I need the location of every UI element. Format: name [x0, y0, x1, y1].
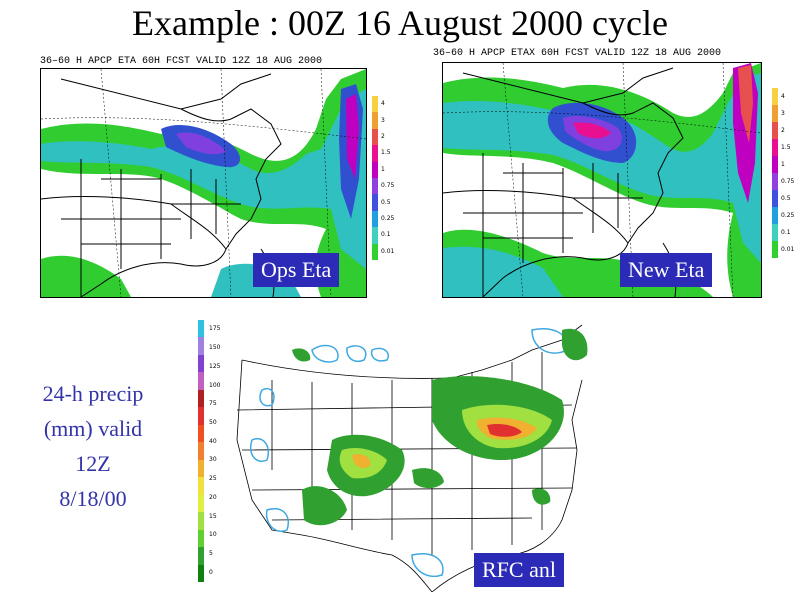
colorbar-tick-label: 1.5 [781, 143, 791, 151]
colorbar-tick-label: 0.01 [781, 245, 795, 253]
precip-caption: 24-h precip (mm) valid 12Z 8/18/00 [18, 376, 168, 516]
colorbar-tick-label: 0.25 [381, 215, 395, 222]
colorbar-swatch [372, 194, 378, 211]
rfc-anl-map [232, 320, 594, 592]
colorbar-tick-label: 0.1 [381, 231, 391, 239]
colorbar-swatch [372, 243, 378, 260]
colorbar-tick-label: 0.25 [781, 211, 795, 219]
colorbar-swatch [198, 320, 204, 338]
colorbar-swatch [198, 337, 204, 355]
colorbar-swatch [372, 145, 378, 162]
colorbar-tick-label: 3 [781, 109, 785, 117]
colorbar-tick-label: 175 [209, 325, 221, 333]
colorbar-swatch [772, 122, 778, 139]
colorbar-tick-label: 5 [209, 549, 213, 557]
colorbar-tick-label: 25 [209, 475, 217, 483]
rfc-precip-field [236, 324, 588, 592]
colorbar-swatch [198, 407, 204, 425]
colorbar-tick-label: 150 [209, 344, 221, 352]
colorbar-swatch [198, 372, 204, 390]
colorbar-swatch [772, 139, 778, 156]
colorbar-tick-label: 100 [209, 381, 221, 389]
colorbar-tick-label: 0.1 [781, 228, 791, 236]
colorbar-tick-label: 1 [781, 160, 785, 168]
colorbar-swatch [772, 88, 778, 105]
rfc-colorbar: 175 150 125 100 75 50 40 30 25 20 15 10 5 0 [198, 320, 234, 582]
colorbar-swatch [198, 442, 204, 460]
colorbar-tick-label: 1.5 [381, 149, 391, 157]
colorbar-tick-label: 75 [209, 400, 217, 408]
colorbar-swatch [198, 512, 204, 530]
colorbar-swatch [198, 529, 204, 548]
new-eta-map [442, 62, 762, 298]
new-eta-colorbar: 4 3 2 1.5 1 0.75 0.5 0.25 0.1 0.01 [772, 88, 800, 258]
colorbar-tick-label: 0 [209, 568, 213, 576]
colorbar-swatch [198, 354, 204, 373]
rfc-anl-label: RFC anl [474, 553, 564, 587]
colorbar-tick-label: 20 [209, 493, 217, 501]
ops-eta-header: 36–60 H APCP ETA 60H FCST VALID 12Z 18 A… [40, 56, 323, 67]
colorbar-tick-label: 40 [209, 437, 217, 445]
colorbar-swatch [372, 112, 378, 129]
caption-line-3: 12Z [75, 451, 111, 476]
colorbar-tick-label: 0.5 [381, 198, 391, 206]
colorbar-tick-label: 3 [381, 116, 385, 124]
colorbar-swatch [372, 161, 378, 178]
colorbar-tick-label: 4 [781, 92, 785, 100]
new-eta-label: New Eta [620, 253, 713, 287]
colorbar-tick-label: 125 [209, 362, 221, 370]
ops-eta-label: Ops Eta [253, 253, 340, 287]
ops-eta-colorbar: 4 3 2 1.5 1 0.75 0.5 0.25 0.1 0.01 [372, 96, 408, 260]
colorbar-tick-label: 50 [209, 418, 217, 426]
colorbar-swatch [372, 227, 378, 244]
colorbar-tick-label: 30 [209, 456, 217, 464]
colorbar-swatch [198, 459, 204, 478]
colorbar-tick-label: 0.01 [381, 247, 395, 255]
colorbar-swatch [198, 547, 204, 565]
colorbar-tick-label: 4 [381, 100, 385, 108]
colorbar-tick-label: 2 [381, 133, 385, 140]
caption-line-1: 24-h precip [42, 381, 144, 406]
colorbar-swatch [772, 207, 778, 224]
colorbar-tick-label: 2 [781, 126, 785, 134]
colorbar-swatch [772, 105, 778, 122]
colorbar-swatch [372, 128, 378, 146]
colorbar-swatch [372, 178, 378, 195]
colorbar-swatch [372, 96, 378, 113]
colorbar-tick-label: 0.5 [781, 194, 791, 202]
colorbar-swatch [198, 389, 204, 408]
colorbar-swatch [772, 241, 778, 258]
colorbar-tick-label: 10 [209, 531, 217, 539]
colorbar-swatch [198, 477, 204, 495]
new-eta-precip-field [443, 63, 761, 297]
slide-title: Example : 00Z 16 August 2000 cycle [132, 3, 668, 43]
colorbar-swatch [772, 173, 778, 190]
colorbar-swatch [372, 210, 378, 228]
colorbar-swatch [772, 190, 778, 207]
ops-eta-map [40, 68, 367, 298]
colorbar-swatch [198, 424, 204, 443]
colorbar-swatch [772, 156, 778, 173]
colorbar-swatch [198, 564, 204, 582]
caption-line-4: 8/18/00 [59, 486, 127, 511]
colorbar-tick-label: 15 [209, 512, 217, 520]
colorbar-swatch [772, 224, 778, 241]
caption-line-2: (mm) valid [43, 416, 143, 441]
colorbar-tick-label: 0.75 [381, 182, 395, 190]
new-eta-header: 36–60 H APCP ETAX 60H FCST VALID 12Z 18 … [433, 48, 722, 59]
colorbar-tick-label: 1 [381, 165, 385, 173]
colorbar-tick-label: 0.75 [781, 177, 795, 185]
colorbar-swatch [198, 494, 204, 513]
